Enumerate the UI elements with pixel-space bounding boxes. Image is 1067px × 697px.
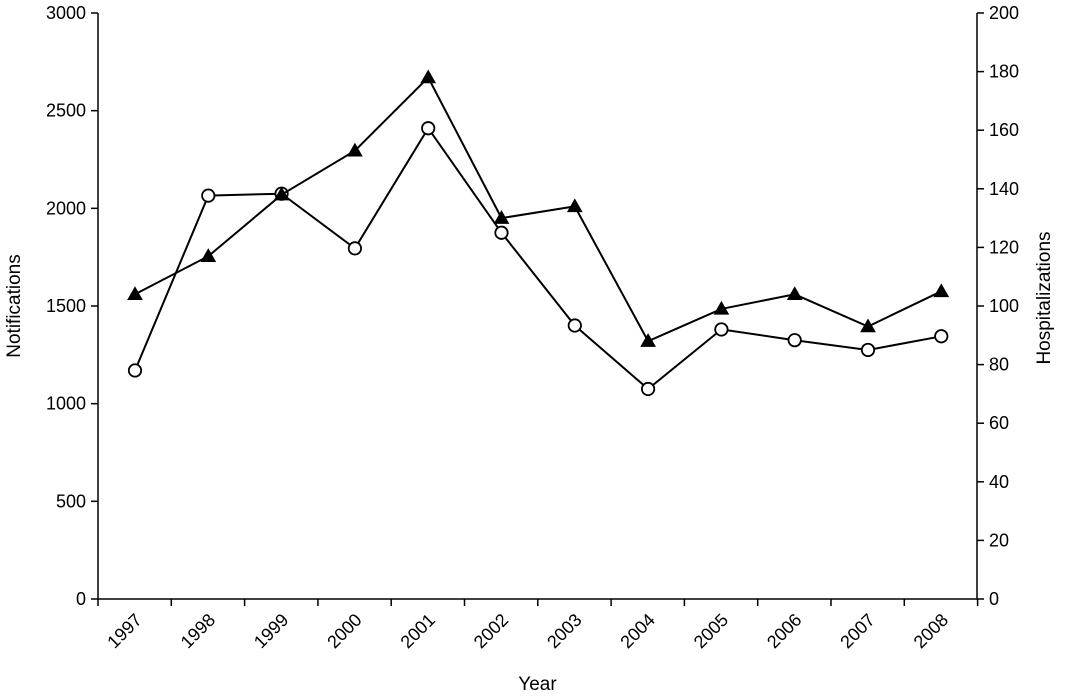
left-tick-label: 1000	[46, 394, 86, 414]
x-tick-label: 1997	[103, 610, 145, 652]
right-tick-label: 0	[989, 589, 999, 609]
data-point-circle	[421, 121, 436, 136]
series-2-line	[134, 75, 942, 343]
x-tick-label: 2006	[763, 610, 805, 652]
x-axis: 1997 1998 1999 2000 2001 2002 2003 2004 2005 2006…	[97, 599, 979, 652]
left-tick-label: 3000	[46, 3, 86, 23]
left-axis-title: Notifications	[4, 254, 25, 358]
data-point-triangle	[200, 248, 217, 262]
x-tick-label: 2000	[323, 610, 365, 652]
left-tick-label: 500	[56, 491, 86, 511]
right-axis-title: Hospitalizations	[1034, 231, 1055, 364]
x-tick-label: 2005	[690, 610, 732, 652]
data-point-circle	[787, 333, 802, 348]
right-tick-label: 100	[989, 296, 1019, 316]
x-tick-label: 2003	[543, 610, 585, 652]
data-point-circle	[640, 381, 656, 397]
data-point-triangle	[933, 283, 950, 298]
data-point-triangle	[273, 186, 290, 201]
x-tick-label: 2008	[910, 610, 952, 652]
right-tick-label: 40	[989, 472, 1009, 492]
series-2	[127, 69, 950, 347]
x-tick-label: 1998	[177, 610, 219, 652]
left-tick-label: 2000	[46, 198, 86, 218]
data-point-circle	[347, 241, 362, 256]
right-tick-label: 160	[989, 120, 1019, 140]
data-point-triangle	[713, 300, 730, 315]
data-point-circle	[860, 342, 876, 358]
right-tick-label: 80	[989, 355, 1009, 375]
data-point-circle	[714, 322, 729, 337]
axes	[97, 13, 978, 600]
data-point-triangle	[786, 286, 803, 301]
left-tick-label: 0	[76, 589, 86, 609]
series-1	[127, 121, 949, 397]
left-tick-label: 2500	[46, 101, 86, 121]
data-point-triangle	[640, 333, 656, 347]
x-axis-title: Year	[518, 674, 557, 695]
data-point-triangle	[493, 210, 510, 224]
x-tick-label: 2004	[616, 610, 658, 652]
data-point-circle	[494, 225, 509, 240]
left-y-axis: 0 500 1000 1500 2000 2500 3000	[46, 3, 98, 609]
data-point-triangle	[860, 318, 876, 333]
right-tick-label: 60	[989, 413, 1009, 433]
data-point-circle	[934, 329, 949, 344]
x-tick-label: 2002	[470, 610, 512, 652]
series-layer	[127, 69, 950, 397]
data-point-triangle	[420, 69, 437, 84]
data-point-triangle	[127, 286, 143, 301]
x-tick-label: 1999	[250, 610, 292, 652]
right-tick-label: 140	[989, 179, 1019, 199]
data-point-circle	[127, 363, 143, 378]
x-tick-label: 2001	[397, 610, 439, 652]
left-tick-label: 1500	[46, 296, 86, 316]
right-tick-label: 180	[989, 62, 1019, 82]
data-point-circle	[567, 318, 582, 333]
series-1-line	[134, 126, 942, 391]
data-point-triangle	[347, 142, 363, 157]
right-tick-label: 200	[989, 3, 1019, 23]
data-point-triangle	[566, 198, 583, 213]
x-tick-label: 2007	[836, 610, 878, 652]
right-tick-label: 120	[989, 237, 1019, 257]
right-y-axis: 0 20 40 60 80 100 120 140 160 180 200	[977, 3, 1019, 609]
right-tick-label: 20	[989, 530, 1009, 550]
data-point-circle	[201, 188, 216, 203]
